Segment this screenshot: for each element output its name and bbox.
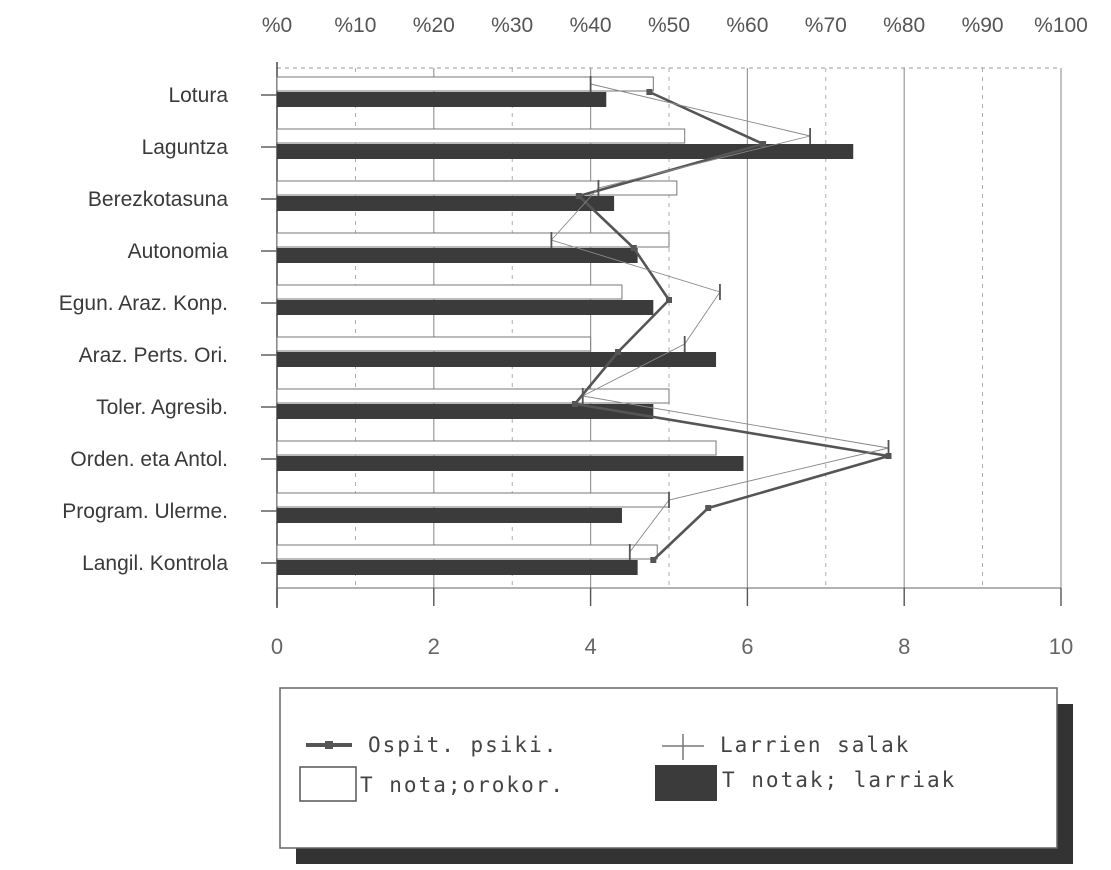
legend-white-swatch [299,766,357,802]
line-ospit-psiki [572,90,889,561]
legend-item-orokor: T nota;orokor. [299,766,565,802]
grid-lines [276,62,1062,608]
bar-t-notak-larriak [277,92,607,107]
bar-t-notak-larriak [277,404,654,419]
legend-item-ospit: Ospit. psiki. [306,733,558,757]
legend-label-larrien: Larrien salak [720,733,910,757]
bar-t-nota-orokor [276,128,686,144]
category-label: Araz. Perts. Ori. [79,344,228,367]
bar-t-nota-orokor [276,284,623,300]
top-tick-label: %20 [413,14,455,37]
point-ospit-psiki [575,193,582,199]
bar-t-nota-orokor [276,440,717,456]
category-label: Berezkotasuna [88,188,228,211]
bar-t-notak-larriak [277,300,654,315]
point-ospit-psiki [705,505,712,511]
bar-t-nota-orokor [276,336,592,352]
bar-t-nota-orokor [276,232,670,248]
legend-label-orokor: T nota;orokor. [360,773,565,797]
legend-item-larriak: T notak; larriak [655,765,956,801]
x-tick-label: 6 [741,634,753,659]
legend-line-marker [325,741,333,749]
x-tick-label: 10 [1049,634,1073,659]
legend-dark-swatch [655,765,717,801]
point-ospit-psiki [646,89,653,95]
category-label: Egun. Araz. Konp. [59,292,228,315]
bar-t-nota-orokor [276,544,658,560]
category-label: Laguntza [142,136,229,159]
bar-t-notak-larriak [277,352,717,367]
category-label: Program. Ulerme. [62,500,228,523]
bar-t-notak-larriak [277,456,744,471]
top-tick-label: %100 [1034,14,1088,37]
point-ospit-psiki [666,297,672,303]
category-label: Langil. Kontrola [82,552,228,575]
point-ospit-psiki [615,349,622,355]
legend-label-ospit: Ospit. psiki. [368,733,558,757]
bar-t-nota-orokor [276,180,678,196]
point-ospit-psiki [650,557,657,563]
top-tick-label: %0 [262,14,292,37]
bar-t-notak-larriak [277,196,615,211]
bar-t-notak-larriak [277,560,638,575]
x-tick-label: 8 [898,634,910,659]
x-tick-label: 2 [428,634,440,659]
top-tick-label: %80 [883,14,925,37]
series-lines [550,76,892,563]
x-tick-label: 0 [271,634,283,659]
top-axis: %0 %10 %20 %30 %40 %50 %60 %70 %80 %90 %100 [262,14,1088,37]
point-ospit-psiki [630,245,637,251]
top-tick-label: %50 [648,14,690,37]
bar-t-notak-larriak [277,144,854,159]
top-tick-label: %70 [805,14,847,37]
top-tick-label: %30 [491,14,533,37]
bars [276,76,854,575]
legend-item-larrien: Larrien salak [662,733,910,760]
legend: Ospit. psiki. Larrien salak T nota;oroko… [279,687,1073,864]
line-larrien-salak [550,83,889,553]
point-ospit-psiki [760,141,767,147]
x-tick-label: 4 [584,634,596,659]
bar-t-nota-orokor [276,76,654,92]
bar-t-nota-orokor [276,492,670,508]
legend-label-larriak: T notak; larriak [722,768,956,792]
top-tick-label: %60 [726,14,768,37]
category-label: Orden. eta Antol. [70,448,228,471]
bar-t-notak-larriak [277,248,638,263]
bar-t-notak-larriak [277,508,622,523]
top-tick-label: %10 [334,14,376,37]
point-ospit-psiki [571,401,578,407]
top-tick-label: %40 [570,14,612,37]
bottom-axis: 0 2 4 6 8 10 [271,587,1073,659]
category-label: Lotura [168,84,228,107]
top-tick-label: %90 [962,14,1004,37]
category-labels: Lotura Laguntza Berezkotasuna Autonomia Egun… [59,84,277,575]
category-label: Autonomia [128,240,229,263]
bar-t-nota-orokor [276,388,670,404]
category-label: Toler. Agresib. [96,396,228,419]
